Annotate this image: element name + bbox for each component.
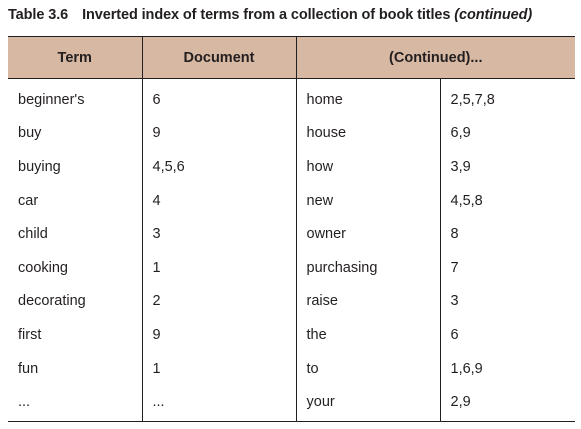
document-cell: ... <box>141 385 296 422</box>
table-caption-continued: (continued) <box>454 7 533 23</box>
document-cell-continued: 4,5,8 <box>439 183 576 218</box>
document-cell-continued: 3,9 <box>439 150 576 184</box>
term-cell-continued: new <box>295 183 440 218</box>
document-cell: 9 <box>141 116 296 151</box>
document-cell: 3 <box>141 217 296 251</box>
term-cell-continued: owner <box>295 217 440 251</box>
table-row: car 4 new 4,5,8 <box>8 183 576 218</box>
term-cell-continued: how <box>295 150 440 184</box>
term-cell: ... <box>8 385 142 422</box>
document-cell-continued: 2,5,7,8 <box>439 78 576 117</box>
term-cell: first <box>18 326 42 343</box>
term-cell: beginner's <box>18 91 85 108</box>
document-cell: 9 <box>141 318 296 352</box>
table-row: first 9 the 6 <box>8 318 576 352</box>
table-header-row: Term Document (Continued)... <box>8 36 576 79</box>
term-cell-continued: your <box>295 385 440 422</box>
term-cell: buying <box>18 158 61 175</box>
term-cell: cooking <box>18 259 68 276</box>
table-body: beginner's 6 home 2,5,7,8 buy 9 house 6,9 buying… <box>8 78 576 422</box>
document-cell: 4 <box>141 183 296 218</box>
document-cell: 4,5,6 <box>141 150 296 184</box>
term-cell-continued: home <box>295 78 440 117</box>
document-cell-continued: 2,9 <box>439 385 576 422</box>
term-cell: decorating <box>18 293 86 310</box>
document-cell: 2 <box>141 284 296 319</box>
document-cell: 6 <box>141 78 296 117</box>
term-cell-continued: purchasing <box>295 250 440 285</box>
document-cell: 1 <box>141 351 296 386</box>
table-caption-text: Inverted index of terms from a collectio… <box>82 7 451 23</box>
term-cell: fun <box>18 360 39 377</box>
header-document: Document <box>141 36 296 79</box>
table-row: beginner's 6 home 2,5,7,8 <box>8 78 576 117</box>
table-caption: Table 3.6 Inverted index of terms from a … <box>8 4 578 26</box>
table-row: cooking 1 purchasing 7 <box>8 250 576 285</box>
table-row: decorating 2 raise 3 <box>8 284 576 319</box>
term-cell: car <box>18 192 39 209</box>
document-cell-continued: 6 <box>439 318 576 352</box>
inverted-index-table: Term Document (Continued)... beginner's 6… <box>8 36 576 422</box>
table-row: buy 9 house 6,9 <box>8 116 576 151</box>
document-cell-continued: 6,9 <box>439 116 576 151</box>
document-cell-continued: 8 <box>439 217 576 251</box>
table-row: child 3 owner 8 <box>8 217 576 251</box>
document-cell-continued: 7 <box>439 250 576 285</box>
table-row: ...... your 2,9 <box>8 385 576 422</box>
term-cell-continued: the <box>295 318 440 352</box>
term-cell: buy <box>18 125 42 142</box>
header-continued: (Continued)... <box>295 36 576 79</box>
document-cell-continued: 1,6,9 <box>439 351 576 386</box>
table-row: fun 1 to 1,6,9 <box>8 351 576 386</box>
term-cell-continued: raise <box>295 284 440 319</box>
term-cell-continued: house <box>295 116 440 151</box>
document-cell: 1 <box>141 250 296 285</box>
term-cell-continued: to <box>295 351 440 386</box>
table-number: Table 3.6 <box>8 7 69 23</box>
header-term: Term <box>8 36 142 79</box>
term-cell: child <box>18 226 48 243</box>
document-cell-continued: 3 <box>439 284 576 319</box>
table-row: buying 4,5,6 how 3,9 <box>8 150 576 184</box>
